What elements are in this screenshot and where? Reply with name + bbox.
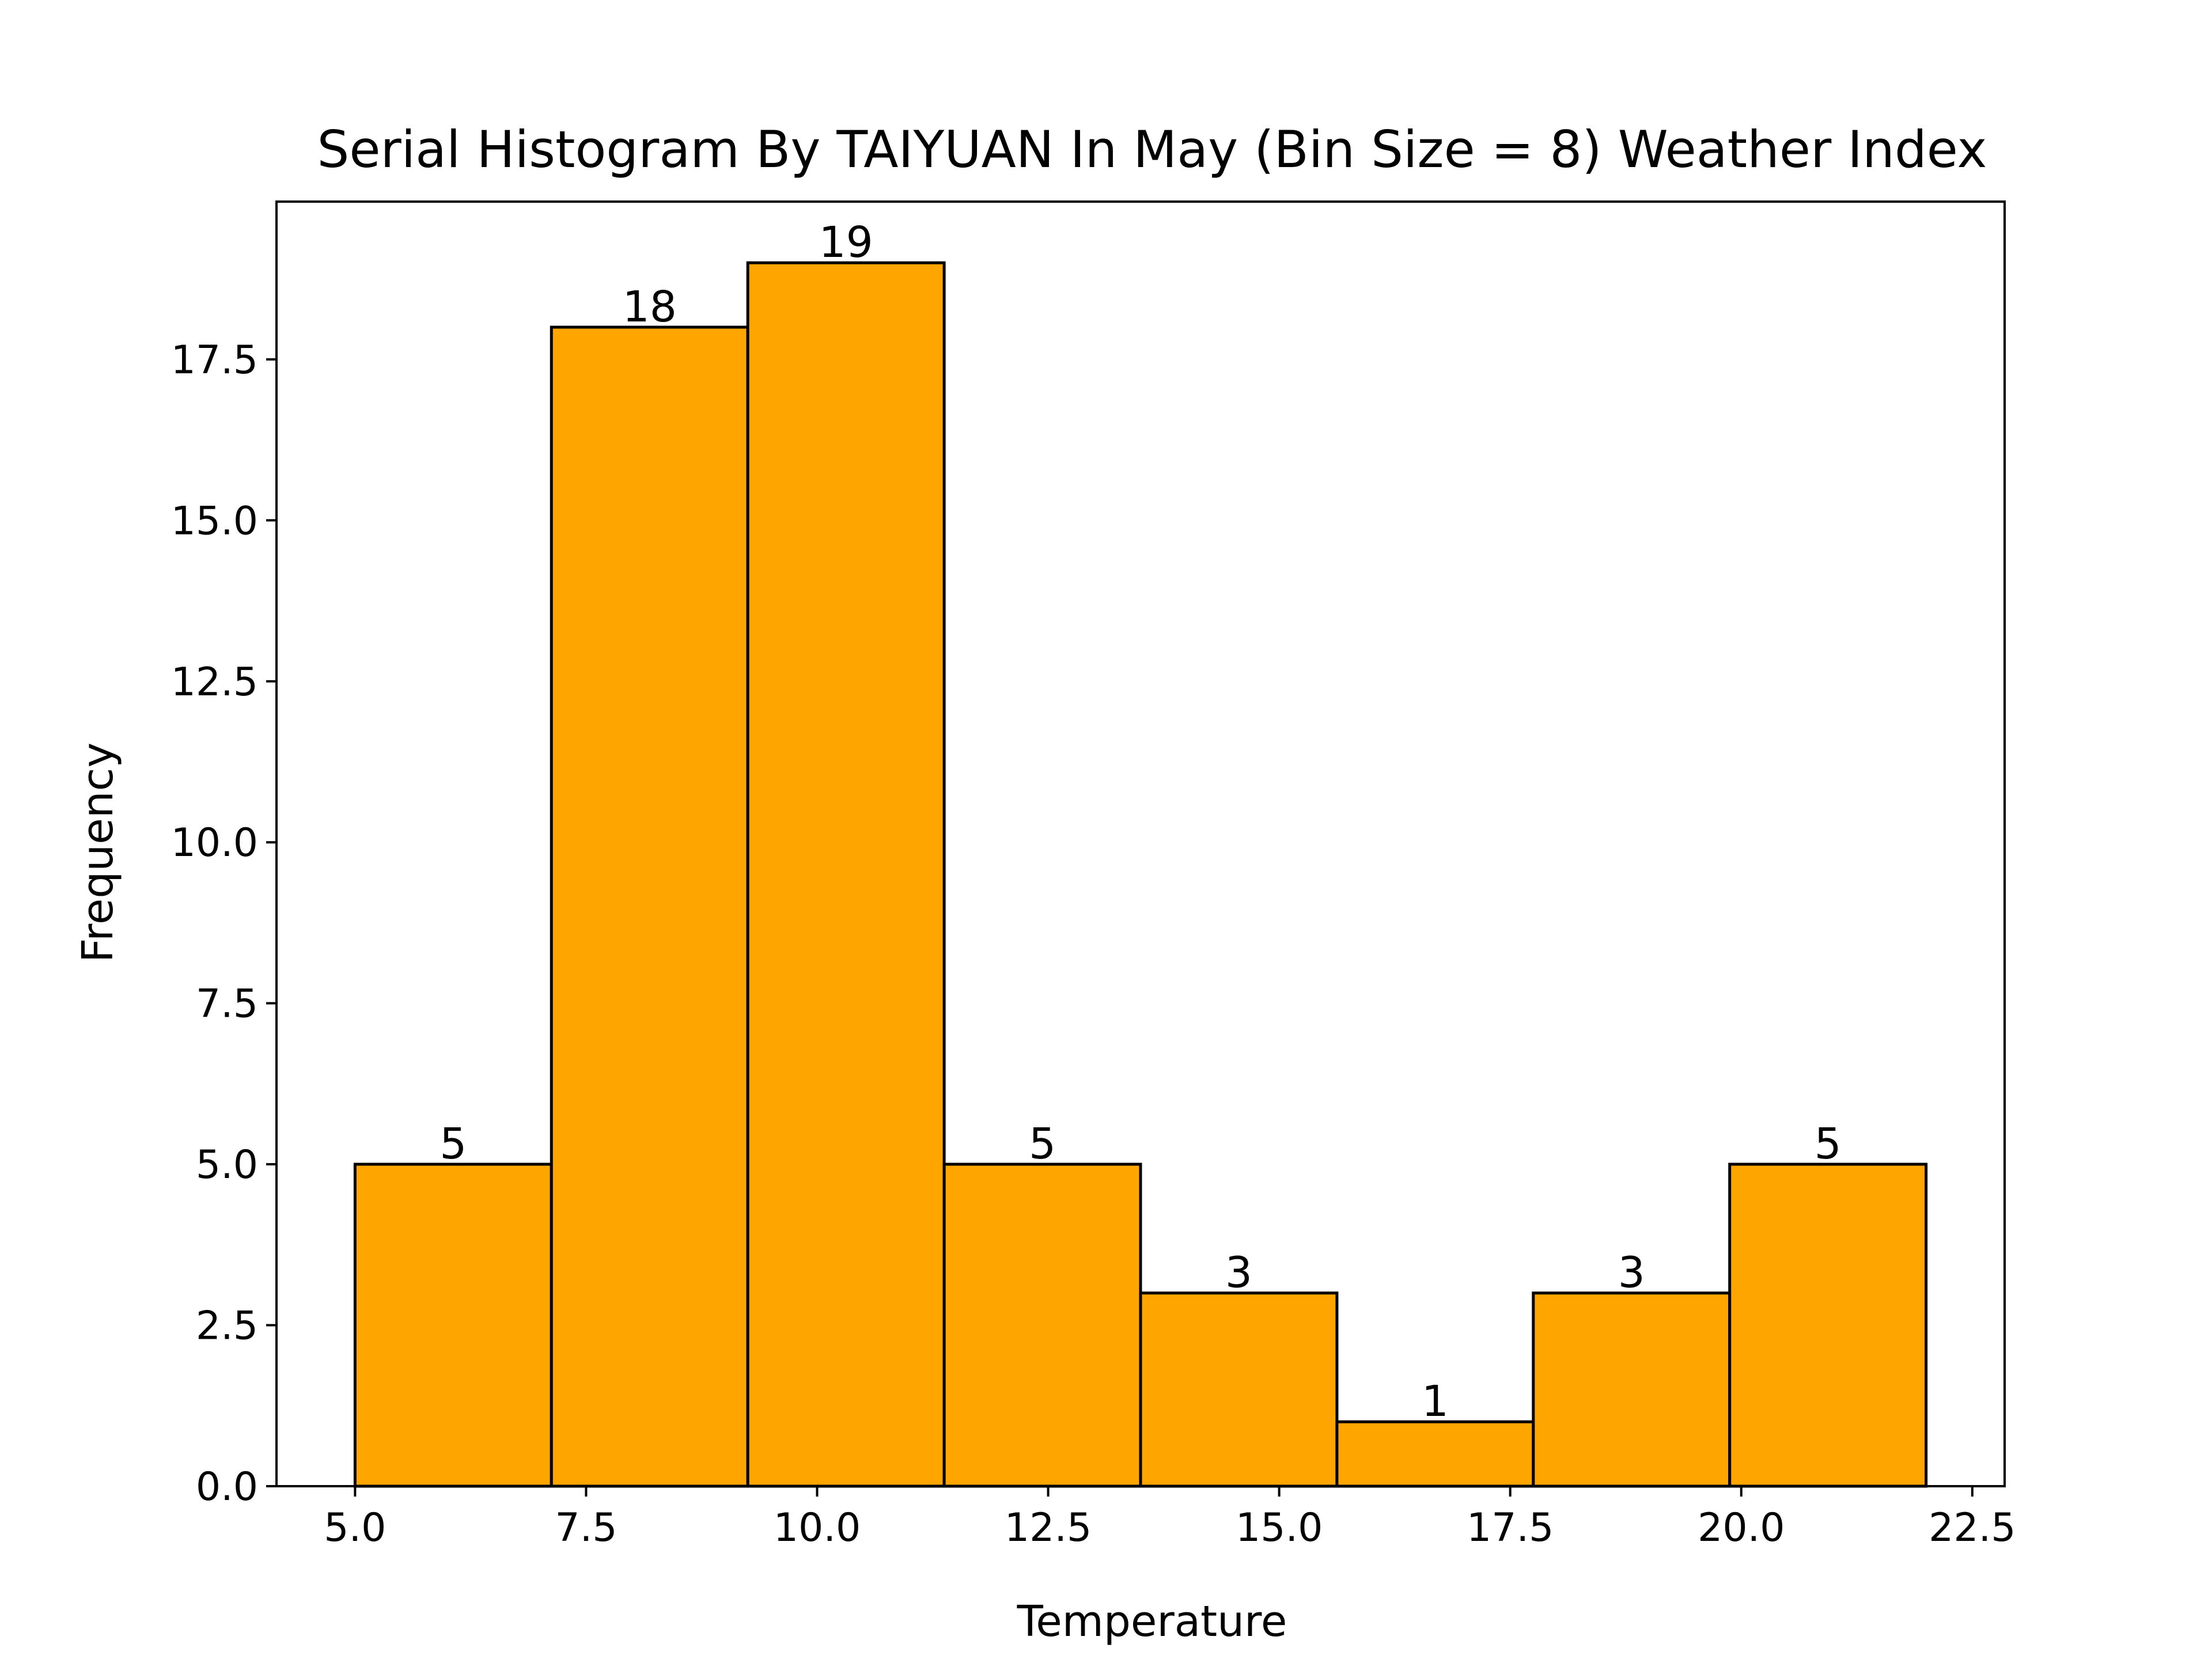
- x-tick-label: 12.5: [1005, 1505, 1092, 1551]
- x-tick-label: 5.0: [324, 1505, 386, 1551]
- bar-value-label: 5: [1029, 1119, 1056, 1169]
- chart-title: Serial Histogram By TAIYUAN In May (Bin …: [317, 120, 1987, 179]
- bar-value-label: 1: [1422, 1377, 1449, 1426]
- y-tick-label: 2.5: [196, 1304, 258, 1349]
- histogram-bar: [550, 325, 749, 1488]
- x-axis-label: Temperature: [1017, 1597, 1287, 1646]
- x-axis: 5.0 7.5 10.0 12.5 15.0 17.5 20.0 22.5: [324, 1486, 2016, 1551]
- bar-value-label: 19: [819, 218, 873, 267]
- histogram-bar: [1139, 1291, 1339, 1488]
- bar-value-label: 3: [1618, 1248, 1645, 1298]
- y-tick-label: 10.0: [171, 820, 258, 866]
- y-axis-label: Frequency: [73, 743, 123, 963]
- histogram-bar: [353, 1162, 553, 1488]
- y-tick-label: 7.5: [196, 982, 258, 1027]
- bar-labels-group: 5 18 19 5 3 1 3 5: [440, 218, 1841, 1426]
- x-tick-label: 15.0: [1236, 1505, 1323, 1551]
- plot-frame: [275, 200, 2006, 1487]
- bar-value-label: 18: [623, 282, 677, 332]
- y-tick-label: 17.5: [171, 338, 258, 383]
- histogram-bar: [746, 261, 946, 1488]
- y-axis: 0.0 2.5 5.0 7.5 10.0 12.5 15.0 17.5: [171, 338, 276, 1510]
- bar-value-label: 5: [440, 1119, 467, 1169]
- bar-value-label: 5: [1815, 1119, 1842, 1169]
- histogram-bar: [1532, 1291, 1732, 1488]
- bars-group: [353, 261, 1928, 1488]
- x-tick-label: 10.0: [774, 1505, 861, 1551]
- histogram-bar: [942, 1162, 1142, 1488]
- x-tick-label: 17.5: [1467, 1505, 1554, 1551]
- histogram-bar: [1728, 1162, 1928, 1488]
- y-tick-label: 0.0: [196, 1464, 258, 1510]
- x-tick-label: 20.0: [1698, 1505, 1785, 1551]
- y-tick-label: 15.0: [171, 498, 258, 544]
- x-tick-label: 7.5: [555, 1505, 617, 1551]
- x-tick-label: 22.5: [1929, 1505, 2016, 1551]
- histogram-bar: [1335, 1420, 1535, 1488]
- y-tick-label: 12.5: [171, 660, 258, 705]
- bar-value-label: 3: [1225, 1248, 1252, 1298]
- y-tick-label: 5.0: [196, 1142, 258, 1188]
